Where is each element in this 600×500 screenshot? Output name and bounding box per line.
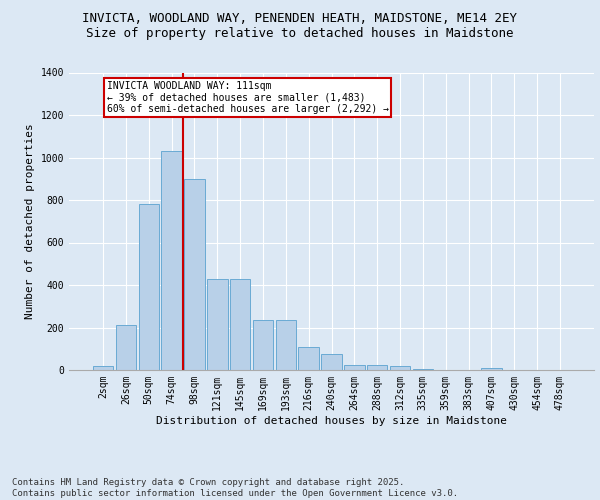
Bar: [298, 346, 319, 370]
Bar: [184, 179, 205, 370]
Bar: [321, 354, 342, 370]
Text: Size of property relative to detached houses in Maidstone: Size of property relative to detached ho…: [86, 28, 514, 40]
Bar: [139, 204, 159, 370]
Text: INVICTA, WOODLAND WAY, PENENDEN HEATH, MAIDSTONE, ME14 2EY: INVICTA, WOODLAND WAY, PENENDEN HEATH, M…: [83, 12, 517, 26]
Bar: [367, 366, 388, 370]
Y-axis label: Number of detached properties: Number of detached properties: [25, 124, 35, 319]
Bar: [253, 320, 273, 370]
Text: INVICTA WOODLAND WAY: 111sqm
← 39% of detached houses are smaller (1,483)
60% of: INVICTA WOODLAND WAY: 111sqm ← 39% of de…: [107, 81, 389, 114]
Bar: [230, 278, 250, 370]
Bar: [116, 326, 136, 370]
Bar: [93, 366, 113, 370]
Bar: [390, 366, 410, 370]
Bar: [481, 368, 502, 370]
Bar: [161, 151, 182, 370]
Bar: [275, 320, 296, 370]
X-axis label: Distribution of detached houses by size in Maidstone: Distribution of detached houses by size …: [156, 416, 507, 426]
Bar: [413, 369, 433, 370]
Bar: [207, 278, 227, 370]
Bar: [344, 366, 365, 370]
Text: Contains HM Land Registry data © Crown copyright and database right 2025.
Contai: Contains HM Land Registry data © Crown c…: [12, 478, 458, 498]
